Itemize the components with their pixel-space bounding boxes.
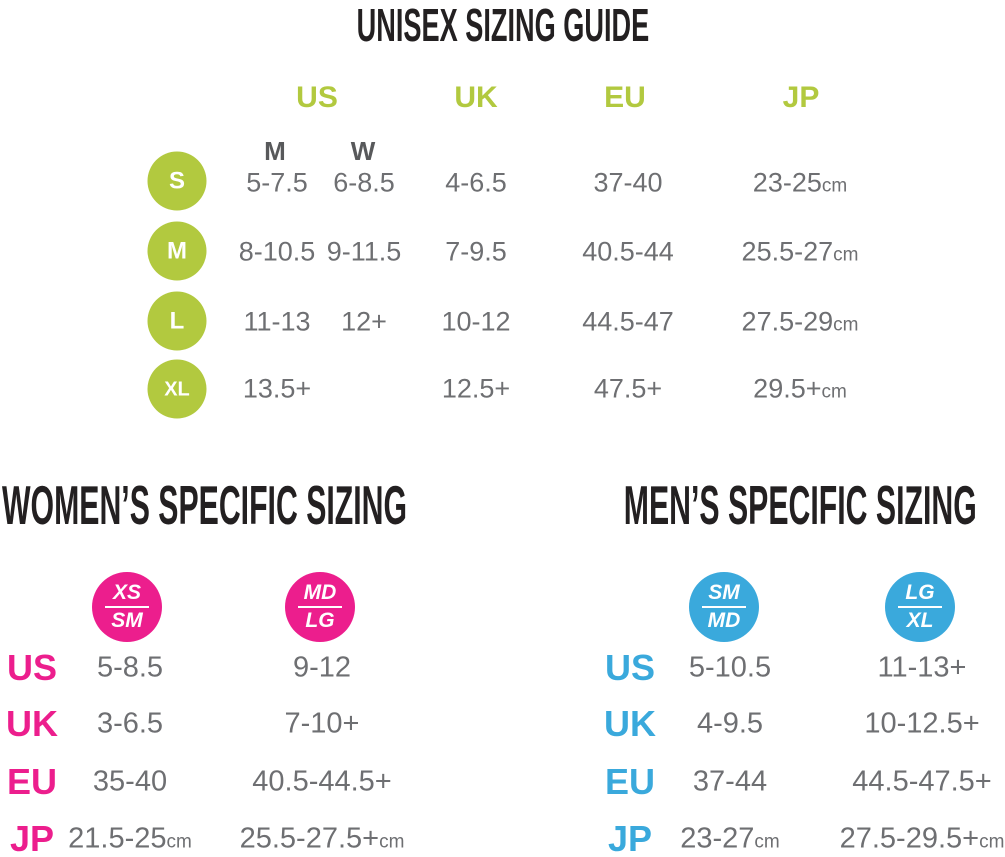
unisex-s-us-women: 6-8.5 bbox=[333, 167, 395, 198]
unisex-xl-eu: 47.5+ bbox=[593, 373, 663, 404]
unisex-l-us-women: 12+ bbox=[341, 306, 387, 337]
mens-jp-col1: 23-27cm bbox=[680, 822, 780, 855]
womens-uk-col1: 3-6.5 bbox=[96, 707, 164, 740]
unisex-size-badge-l: L bbox=[147, 291, 207, 351]
mens-badge2-divider bbox=[898, 606, 942, 608]
womens-badge1-top: XS bbox=[112, 580, 141, 604]
mens-size-badge-lg-xl: LG XL bbox=[885, 572, 955, 642]
unisex-subheader-women: W bbox=[350, 136, 376, 166]
unisex-m-us-men: 8-10.5 bbox=[238, 236, 316, 267]
mens-jp-col2-unit: cm bbox=[979, 831, 1005, 853]
womens-row-label-eu: EU bbox=[6, 761, 58, 802]
womens-title-text: WOMEN’S SPECIFIC SIZING bbox=[2, 474, 408, 536]
unisex-s-jp-value: 23-25 bbox=[752, 167, 822, 198]
unisex-size-badge-xl-label: XL bbox=[164, 378, 190, 400]
unisex-size-badge-m: M bbox=[147, 221, 207, 281]
womens-title: WOMEN’S SPECIFIC SIZING bbox=[2, 478, 738, 533]
unisex-size-badge-xl: XL bbox=[147, 359, 207, 419]
womens-jp-col2-value: 25.5-27.5+ bbox=[239, 822, 380, 855]
mens-badge2-top: LG bbox=[905, 580, 935, 604]
womens-badge1-divider bbox=[105, 606, 149, 608]
womens-size-badge-xs-sm: XS SM bbox=[92, 572, 162, 642]
unisex-column-header-uk: UK bbox=[454, 81, 498, 114]
mens-badge1-bottom: MD bbox=[707, 609, 741, 632]
unisex-xl-jp: 29.5+cm bbox=[753, 373, 847, 404]
womens-row-label-uk: UK bbox=[6, 703, 58, 744]
womens-badge2-divider bbox=[298, 606, 342, 608]
unisex-l-jp-unit: cm bbox=[833, 314, 859, 336]
unisex-column-header-eu: EU bbox=[604, 81, 646, 114]
mens-jp-col1-unit: cm bbox=[754, 831, 780, 853]
womens-row-label-us: US bbox=[6, 647, 58, 688]
unisex-column-header-jp: JP bbox=[782, 81, 820, 114]
womens-badge2-bottom: LG bbox=[305, 609, 335, 632]
mens-jp-col2: 27.5-29.5+cm bbox=[839, 822, 1005, 855]
unisex-size-badge-m-label: M bbox=[167, 237, 187, 264]
womens-row-label-jp: JP bbox=[9, 818, 55, 857]
mens-badge1-divider bbox=[702, 606, 746, 608]
unisex-xl-jp-unit: cm bbox=[821, 381, 847, 403]
womens-jp-col1: 21.5-25cm bbox=[68, 822, 192, 855]
unisex-size-badge-l-label: L bbox=[169, 307, 185, 334]
mens-size-badge-sm-md: SM MD bbox=[689, 572, 759, 642]
unisex-s-us-men: 5-7.5 bbox=[246, 167, 308, 198]
unisex-l-jp-value: 27.5-29 bbox=[741, 306, 834, 337]
unisex-title: UNISEX SIZING GUIDE bbox=[0, 2, 1005, 48]
mens-jp-col1-value: 23-27 bbox=[680, 822, 755, 855]
mens-row-label-jp: JP bbox=[607, 818, 653, 857]
unisex-l-uk: 10-12 bbox=[441, 306, 511, 337]
unisex-m-us-women: 9-11.5 bbox=[326, 236, 402, 267]
womens-jp-col1-value: 21.5-25 bbox=[68, 822, 167, 855]
mens-us-col1: 5-10.5 bbox=[688, 651, 772, 684]
womens-jp-col1-unit: cm bbox=[166, 831, 192, 853]
unisex-m-jp-value: 25.5-27 bbox=[741, 236, 834, 267]
unisex-subheader-men: M bbox=[264, 136, 286, 166]
unisex-column-header-us: US bbox=[296, 81, 338, 114]
unisex-m-uk: 7-9.5 bbox=[445, 236, 507, 267]
unisex-xl-uk: 12.5+ bbox=[441, 373, 511, 404]
mens-badge2-bottom: XL bbox=[906, 609, 934, 632]
mens-badge1-top: SM bbox=[708, 580, 740, 604]
unisex-xl-jp-value: 29.5+ bbox=[753, 373, 822, 404]
unisex-l-us-men: 11-13 bbox=[243, 306, 311, 337]
unisex-xl-us-men: 13.5+ bbox=[242, 373, 312, 404]
unisex-m-eu: 40.5-44 bbox=[582, 236, 674, 267]
womens-jp-col2: 25.5-27.5+cm bbox=[239, 822, 405, 855]
womens-eu-col2: 40.5-44.5+ bbox=[252, 765, 392, 798]
unisex-l-jp: 27.5-29cm bbox=[741, 306, 859, 337]
mens-us-col2: 11-13+ bbox=[877, 651, 967, 684]
womens-size-badge-md-lg: MD LG bbox=[285, 572, 355, 642]
mens-row-label-us: US bbox=[604, 647, 656, 688]
unisex-m-jp: 25.5-27cm bbox=[741, 236, 859, 267]
unisex-s-uk: 4-6.5 bbox=[445, 167, 507, 198]
unisex-m-jp-unit: cm bbox=[833, 244, 859, 266]
mens-uk-col1: 4-9.5 bbox=[696, 707, 764, 740]
mens-title-text: MEN’S SPECIFIC SIZING bbox=[624, 474, 977, 536]
mens-jp-col2-value: 27.5-29.5+ bbox=[839, 822, 980, 855]
womens-jp-col2-unit: cm bbox=[379, 831, 405, 853]
womens-us-col2: 9-12 bbox=[292, 651, 352, 684]
unisex-s-jp: 23-25cm bbox=[752, 167, 848, 198]
mens-uk-col2: 10-12.5+ bbox=[864, 707, 980, 740]
womens-uk-col2: 7-10+ bbox=[284, 707, 360, 740]
mens-title: MEN’S SPECIFIC SIZING bbox=[0, 478, 977, 533]
unisex-s-eu: 37-40 bbox=[593, 167, 663, 198]
unisex-size-badge-s: S bbox=[147, 151, 207, 211]
mens-row-label-uk: UK bbox=[604, 703, 656, 744]
unisex-l-eu: 44.5-47 bbox=[582, 306, 674, 337]
unisex-size-badge-s-label: S bbox=[168, 167, 185, 194]
mens-eu-col2: 44.5-47.5+ bbox=[852, 765, 992, 798]
unisex-title-text: UNISEX SIZING GUIDE bbox=[356, 0, 649, 51]
unisex-s-jp-unit: cm bbox=[821, 175, 848, 197]
mens-row-label-eu: EU bbox=[604, 761, 656, 802]
womens-us-col1: 5-8.5 bbox=[96, 651, 164, 684]
womens-eu-col1: 35-40 bbox=[92, 765, 168, 798]
womens-badge2-top: MD bbox=[303, 580, 337, 604]
womens-badge1-bottom: SM bbox=[111, 609, 143, 632]
mens-eu-col1: 37-44 bbox=[692, 765, 768, 798]
